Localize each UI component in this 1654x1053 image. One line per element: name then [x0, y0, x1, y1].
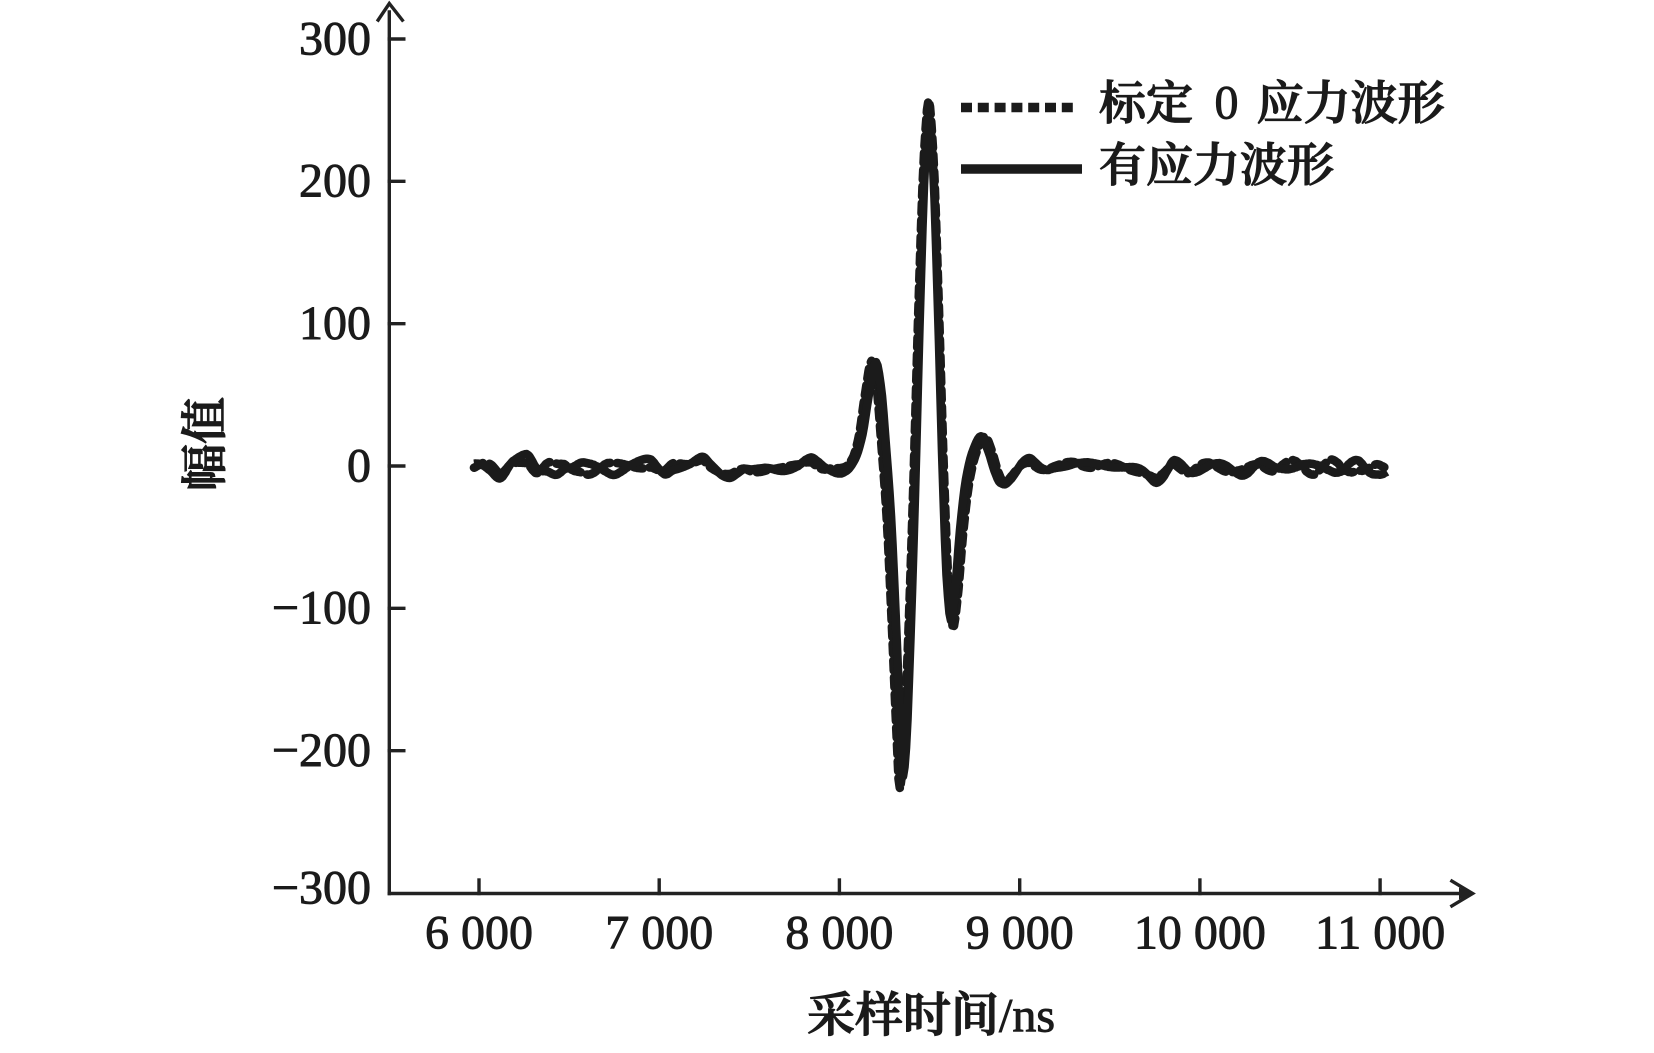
- svg-text:0: 0: [347, 439, 371, 492]
- svg-text:/ns: /ns: [999, 990, 1055, 1043]
- svg-text:200: 200: [299, 155, 371, 208]
- svg-text:9 000: 9 000: [966, 907, 1074, 960]
- svg-text:7 000: 7 000: [605, 907, 713, 960]
- svg-text:11 000: 11 000: [1315, 907, 1445, 960]
- svg-text:−100: −100: [272, 582, 371, 635]
- svg-text:0: 0: [1215, 77, 1239, 130]
- svg-text:−200: −200: [272, 724, 371, 777]
- svg-text:300: 300: [299, 12, 371, 65]
- svg-text:100: 100: [299, 297, 371, 350]
- svg-text:8 000: 8 000: [785, 907, 893, 960]
- svg-text:−300: −300: [272, 861, 371, 914]
- svg-text:6 000: 6 000: [425, 907, 533, 960]
- svg-text:10 000: 10 000: [1134, 907, 1266, 960]
